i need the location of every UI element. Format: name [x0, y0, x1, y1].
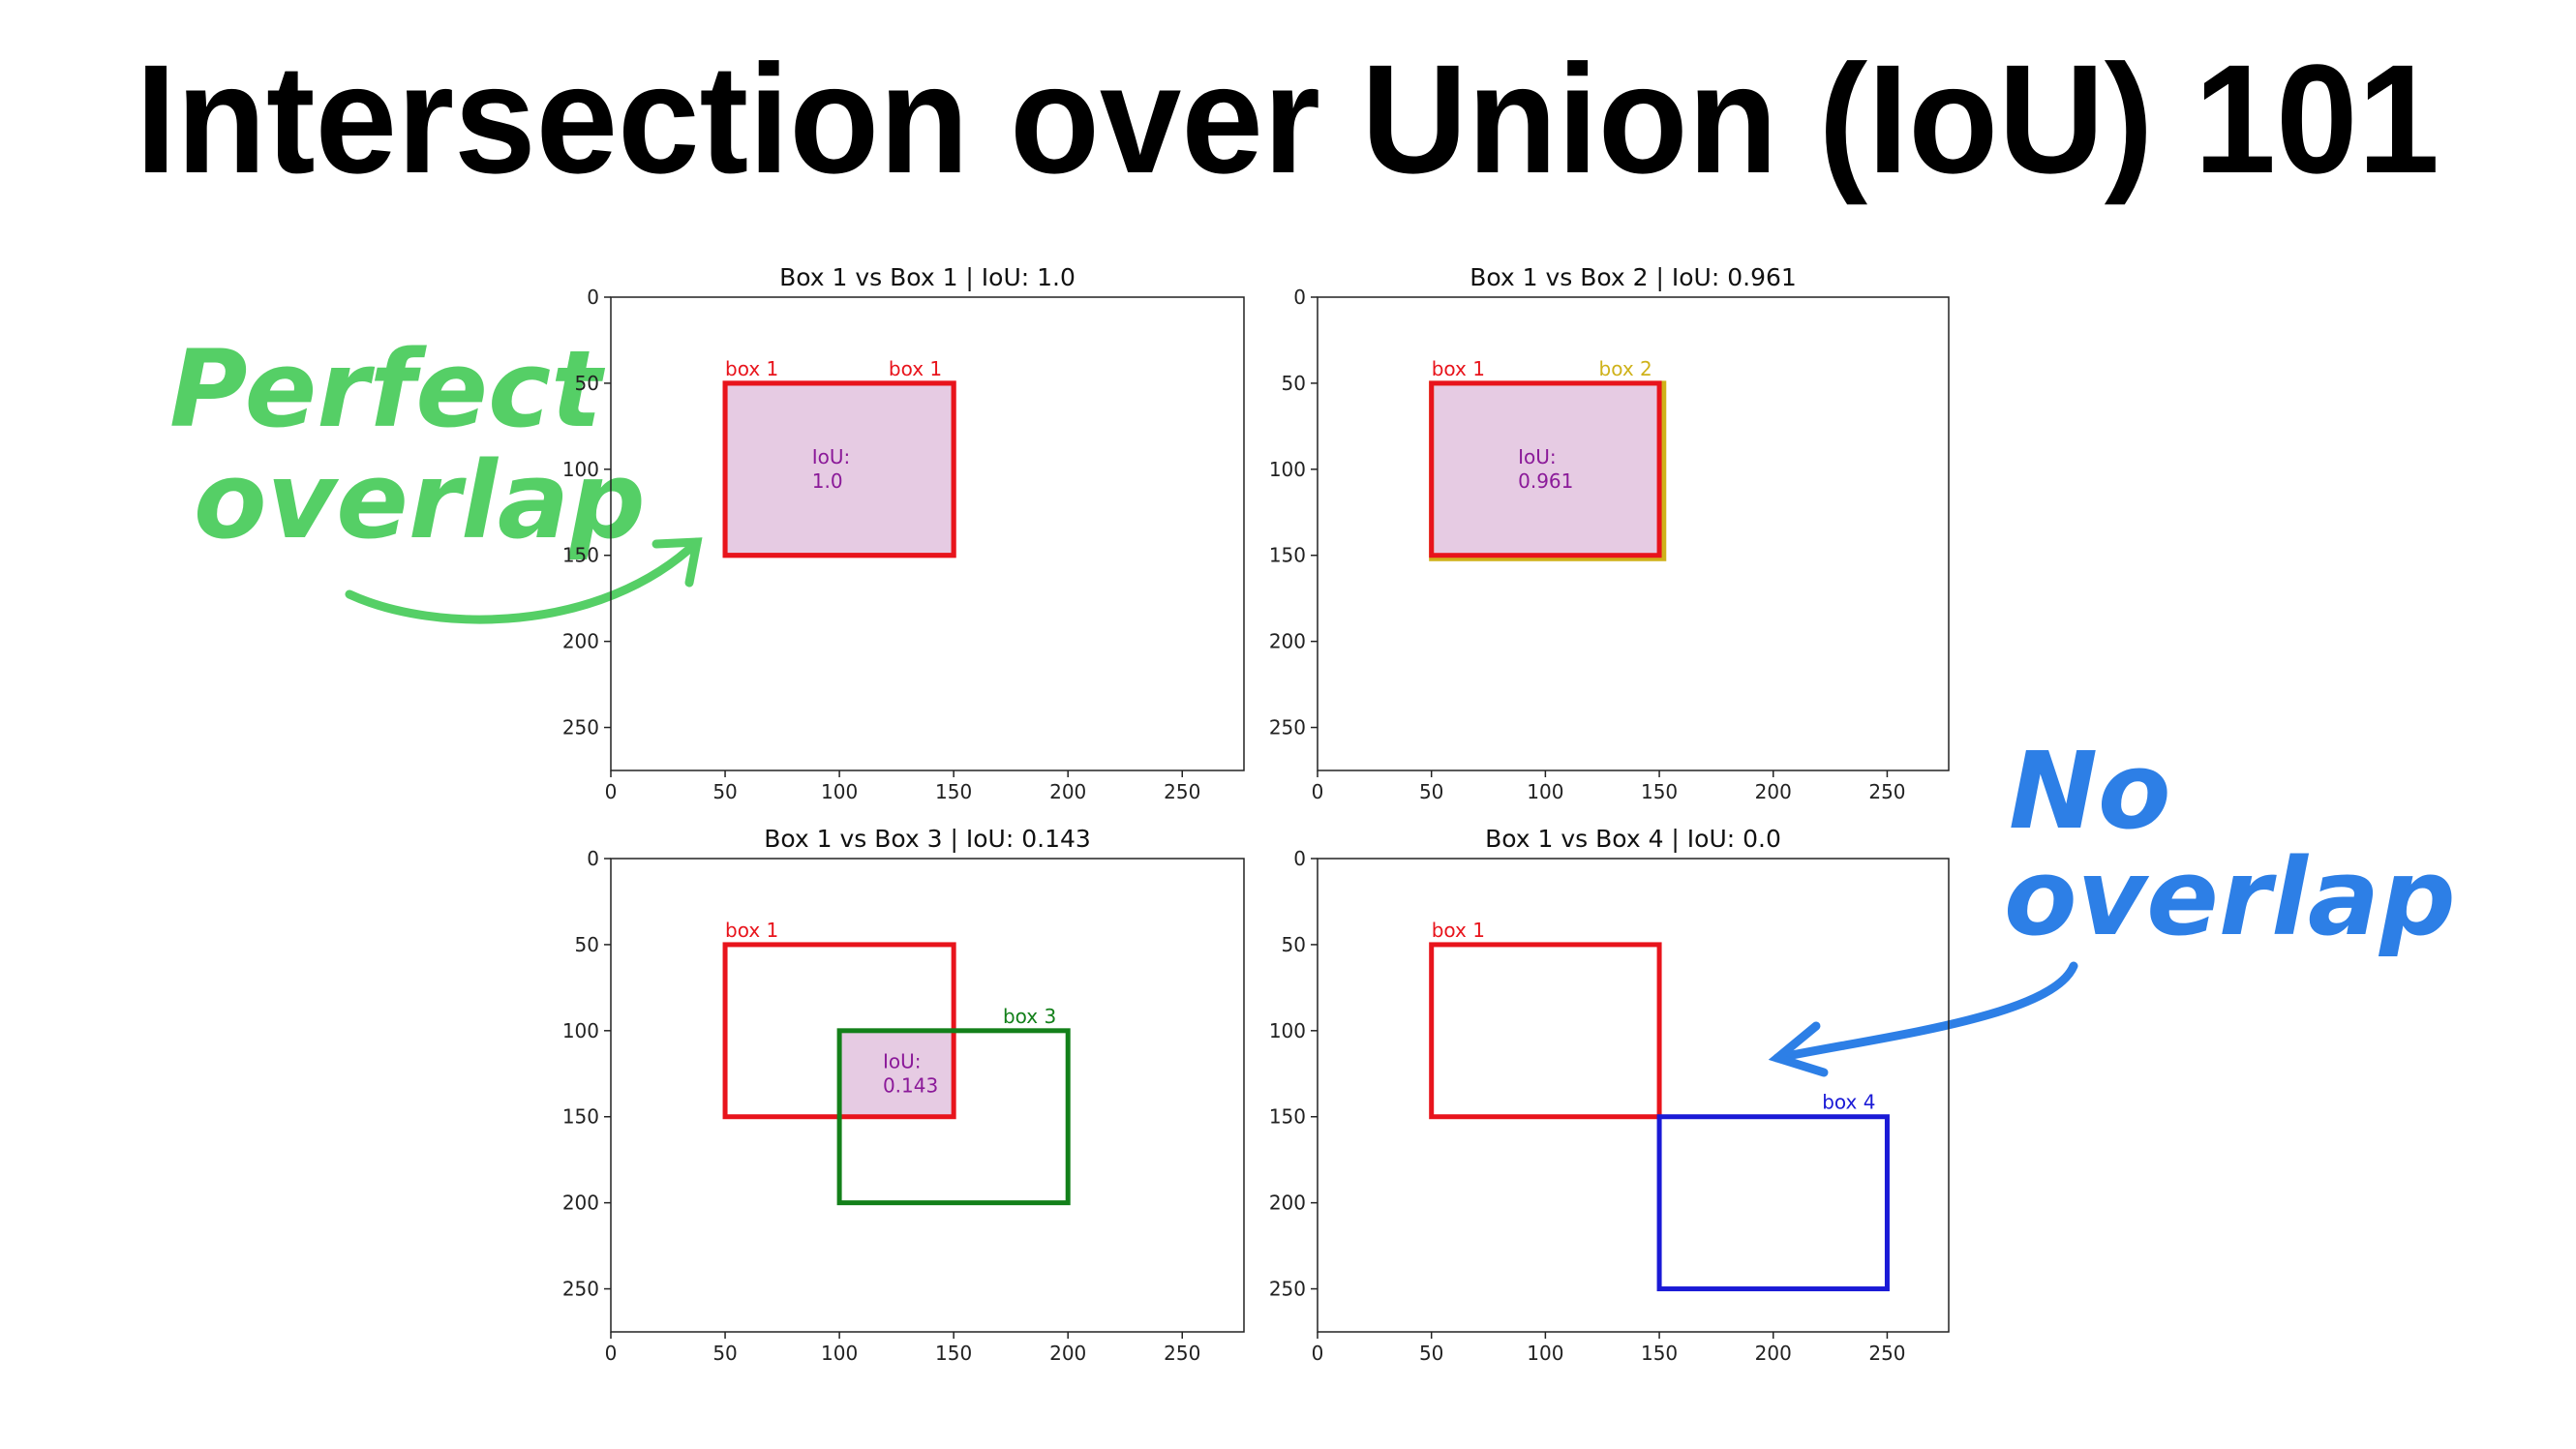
- box-label: box 2: [1599, 357, 1652, 380]
- plot-frame: [610, 858, 1245, 1333]
- y-tick-label: 200: [1269, 630, 1306, 653]
- annotation: overlap: [2004, 835, 2456, 959]
- x-tick-label: 250: [1164, 1342, 1200, 1365]
- plot-frame: [1317, 858, 1950, 1333]
- iou-label: 0.143: [883, 1073, 938, 1097]
- y-tick-label: 150: [562, 1105, 599, 1129]
- y-tick-label: 250: [1269, 1278, 1306, 1301]
- annotation: No: [2009, 729, 2171, 853]
- panel-title: Box 1 vs Box 2 | IoU: 0.961: [1470, 263, 1797, 291]
- x-tick-label: 50: [712, 780, 737, 803]
- y-tick-label: 100: [1269, 458, 1306, 481]
- iou-label: IoU:: [812, 445, 851, 468]
- y-tick-label: 50: [575, 933, 599, 956]
- box-label: box 4: [1822, 1091, 1875, 1114]
- x-tick-label: 0: [605, 780, 618, 803]
- arrowhead: [652, 537, 703, 588]
- y-tick-label: 50: [575, 372, 599, 395]
- panel-title: Box 1 vs Box 4 | IoU: 0.0: [1485, 825, 1781, 853]
- x-tick-label: 200: [1049, 780, 1086, 803]
- y-tick-label: 0: [587, 286, 599, 309]
- iou-label: 0.961: [1518, 469, 1573, 493]
- annotation: overlap: [194, 438, 646, 562]
- arrowhead: [1768, 1021, 1829, 1077]
- y-tick-label: 200: [562, 1192, 599, 1215]
- plot-frame: [610, 296, 1245, 771]
- y-tick-label: 50: [1282, 372, 1306, 395]
- intersection: [839, 1030, 955, 1117]
- x-tick-label: 50: [1419, 780, 1443, 803]
- box: [836, 1028, 1071, 1206]
- iou-label: 1.0: [812, 469, 843, 493]
- y-tick-label: 0: [1293, 286, 1306, 309]
- y-tick-label: 200: [562, 630, 599, 653]
- iou-label: IoU:: [1518, 445, 1557, 468]
- plot-frame: [1317, 296, 1950, 771]
- y-tick-label: 100: [562, 458, 599, 481]
- x-tick-label: 150: [935, 1342, 972, 1365]
- x-tick-label: 200: [1755, 780, 1792, 803]
- box-label: box 1: [725, 357, 778, 380]
- arrow: [345, 537, 702, 624]
- x-tick-label: 200: [1755, 1342, 1792, 1365]
- y-tick-label: 250: [562, 1278, 599, 1301]
- box-label: box 1: [1432, 357, 1485, 380]
- y-tick-label: 100: [562, 1019, 599, 1042]
- iou-label: IoU:: [883, 1049, 922, 1072]
- x-tick-label: 0: [1312, 1342, 1324, 1365]
- x-tick-label: 100: [821, 1342, 858, 1365]
- y-tick-label: 0: [1293, 847, 1306, 870]
- panel-title: Box 1 vs Box 1 | IoU: 1.0: [779, 263, 1076, 291]
- x-tick-label: 0: [1312, 780, 1324, 803]
- x-tick-label: 150: [1641, 780, 1678, 803]
- y-tick-label: 100: [1269, 1019, 1306, 1042]
- y-tick-label: 250: [562, 716, 599, 740]
- y-tick-label: 0: [587, 847, 599, 870]
- x-tick-label: 50: [712, 1342, 737, 1365]
- x-tick-label: 100: [1527, 780, 1563, 803]
- intersection: [1431, 382, 1660, 556]
- x-tick-label: 0: [605, 1342, 618, 1365]
- panel-title: Box 1 vs Box 3 | IoU: 0.143: [764, 825, 1091, 853]
- x-tick-label: 150: [935, 780, 972, 803]
- y-tick-label: 50: [1282, 933, 1306, 956]
- box: [1429, 942, 1662, 1120]
- slide-title: Intersection over Union (IoU) 101: [136, 32, 2440, 205]
- y-tick-label: 150: [1269, 1105, 1306, 1129]
- arrow: [1773, 961, 2078, 1063]
- x-tick-label: 200: [1049, 1342, 1086, 1365]
- box-label: box 3: [1003, 1005, 1056, 1028]
- y-tick-label: 150: [1269, 544, 1306, 567]
- box-label: box 1: [1432, 919, 1485, 942]
- x-tick-label: 100: [821, 780, 858, 803]
- box: [722, 380, 956, 558]
- y-tick-label: 200: [1269, 1192, 1306, 1215]
- box-label: box 1: [889, 357, 942, 380]
- x-tick-label: 250: [1164, 780, 1200, 803]
- y-tick-label: 250: [1269, 716, 1306, 740]
- box-label: box 1: [725, 919, 778, 942]
- x-tick-label: 250: [1868, 780, 1905, 803]
- intersection: [725, 382, 955, 556]
- annotation: Perfect: [169, 327, 605, 451]
- x-tick-label: 250: [1868, 1342, 1905, 1365]
- x-tick-label: 100: [1527, 1342, 1563, 1365]
- arrows: [345, 537, 2078, 1077]
- x-tick-label: 50: [1419, 1342, 1443, 1365]
- y-tick-label: 150: [562, 544, 599, 567]
- x-tick-label: 150: [1641, 1342, 1678, 1365]
- box: [1656, 1114, 1890, 1292]
- box: [1429, 380, 1662, 558]
